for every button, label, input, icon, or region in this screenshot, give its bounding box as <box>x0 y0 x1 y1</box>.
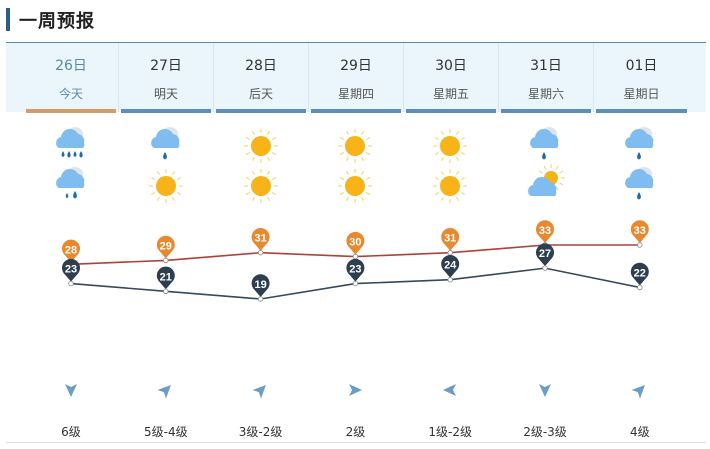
svg-text:22: 22 <box>634 267 646 279</box>
moderate-rain-icon <box>49 164 93 208</box>
low-temp-marker: 19 <box>251 274 270 302</box>
tab-underline <box>216 109 306 113</box>
svg-text:19: 19 <box>254 279 266 291</box>
heavy-rain-icon <box>49 124 93 168</box>
wind-level: 2级 <box>345 425 366 439</box>
tab-weekday: 星期六 <box>527 87 564 101</box>
wind-level: 2级-3级 <box>523 425 567 439</box>
low-temp-marker: 23 <box>61 258 80 287</box>
tab-date: 27日 <box>150 58 182 74</box>
wind-direction-icon <box>539 384 551 397</box>
wind-level: 5级-4级 <box>143 425 188 439</box>
svg-text:21: 21 <box>160 271 172 283</box>
low-temp-marker: 27 <box>536 243 554 271</box>
tab-weekday: 明天 <box>153 87 178 101</box>
low-temp-marker: 24 <box>441 255 460 283</box>
svg-text:31: 31 <box>444 233 456 245</box>
tab-date: 30日 <box>435 58 467 74</box>
tab-day-5[interactable]: 31日星期六 <box>499 43 594 113</box>
tab-weekday: 后天 <box>248 87 273 101</box>
tab-date: 01日 <box>625 58 658 74</box>
section-header: 一周预报 <box>6 8 95 32</box>
svg-text:24: 24 <box>444 260 457 272</box>
page-title: 一周预报 <box>19 10 95 32</box>
tab-date: 28日 <box>245 58 277 74</box>
tab-underline <box>311 109 401 113</box>
wind-direction-icon <box>65 384 77 397</box>
sunny-icon <box>239 164 283 208</box>
high-temp-marker: 33 <box>536 220 554 248</box>
tab-date: 29日 <box>340 58 372 74</box>
sunny-icon <box>239 124 283 168</box>
high-temp-marker: 29 <box>156 235 175 264</box>
tab-day-0[interactable]: 26日今天 <box>24 43 119 113</box>
wind-direction-icon <box>443 384 457 396</box>
bottom-divider <box>6 442 706 443</box>
low-temp-marker: 21 <box>156 266 175 294</box>
tab-weekday: 星期日 <box>623 87 660 101</box>
svg-text:23: 23 <box>65 264 77 276</box>
light-rain-icon <box>618 124 662 168</box>
tab-underline <box>26 109 116 113</box>
night-weather-icons-row <box>0 164 710 208</box>
tab-date: 26日 <box>55 58 87 74</box>
temperature-chart: 28 29 31 30 31 33 33 23 21 19 23 24 27 22 <box>61 220 649 302</box>
tab-date: 31日 <box>530 58 562 74</box>
tab-weekday: 今天 <box>58 87 83 101</box>
tab-day-6[interactable]: 01日星期日 <box>594 43 689 113</box>
wind-direction-icon <box>157 385 171 399</box>
wind-direction-icon <box>349 384 363 396</box>
wind-level: 4级 <box>629 425 650 439</box>
tab-underline <box>121 109 211 113</box>
sunny-icon <box>144 164 188 208</box>
sunny-icon <box>333 124 377 168</box>
day-tabs: 26日 今天 27日 明天 28日 后天 29日 星期四 30日 星期五 31日 星期六 01日 星期日 <box>6 42 706 113</box>
low-temp-marker: 23 <box>346 258 365 287</box>
tab-day-4[interactable]: 30日星期五 <box>404 43 499 113</box>
tab-day-2[interactable]: 28日后天 <box>214 43 309 113</box>
high-temp-marker: 31 <box>441 228 460 256</box>
high-temp-marker: 31 <box>251 228 270 256</box>
light-rain-icon <box>523 124 567 168</box>
light-rain-icon <box>618 164 662 208</box>
day-weather-icons-row <box>0 124 710 168</box>
wind-cell: 1级-2级 <box>403 380 498 440</box>
wind-cell: 6级 <box>24 380 119 440</box>
sunny-icon <box>333 164 377 208</box>
svg-text:27: 27 <box>539 248 551 260</box>
tab-day-1[interactable]: 27日明天 <box>119 43 214 113</box>
low-temp-marker: 22 <box>630 262 649 291</box>
high-temp-marker: 33 <box>630 220 649 248</box>
high-temp-marker: 30 <box>346 231 365 260</box>
tab-day-3[interactable]: 29日星期四 <box>309 43 404 113</box>
light-rain-icon <box>144 124 188 168</box>
tab-weekday: 星期五 <box>432 87 469 101</box>
sunny-icon <box>428 164 472 208</box>
svg-text:29: 29 <box>160 240 172 252</box>
wind-cell: 3级-2级 <box>213 380 308 440</box>
partly-cloudy-icon <box>523 164 567 208</box>
tab-underline <box>406 109 496 113</box>
tab-underline <box>501 109 591 113</box>
sunny-icon <box>428 124 472 168</box>
wind-level: 6级 <box>61 425 81 439</box>
svg-text:33: 33 <box>634 225 646 237</box>
wind-cell: 2级 <box>308 380 403 440</box>
wind-cell: 2级-3级 <box>498 380 593 440</box>
tab-underline <box>596 109 687 113</box>
svg-text:31: 31 <box>254 233 266 245</box>
wind-cell: 5级-4级 <box>118 380 213 440</box>
svg-text:30: 30 <box>349 237 361 249</box>
svg-text:23: 23 <box>349 264 361 276</box>
wind-direction-icon <box>631 385 645 399</box>
wind-level: 1级-2级 <box>428 425 472 439</box>
svg-text:33: 33 <box>539 225 551 237</box>
wind-cell: 4级 <box>592 380 687 440</box>
title-accent-bar <box>6 8 10 31</box>
wind-level: 3级-2级 <box>238 425 283 439</box>
svg-text:28: 28 <box>65 244 77 256</box>
wind-direction-icon <box>252 385 266 399</box>
tab-weekday: 星期四 <box>337 87 374 101</box>
